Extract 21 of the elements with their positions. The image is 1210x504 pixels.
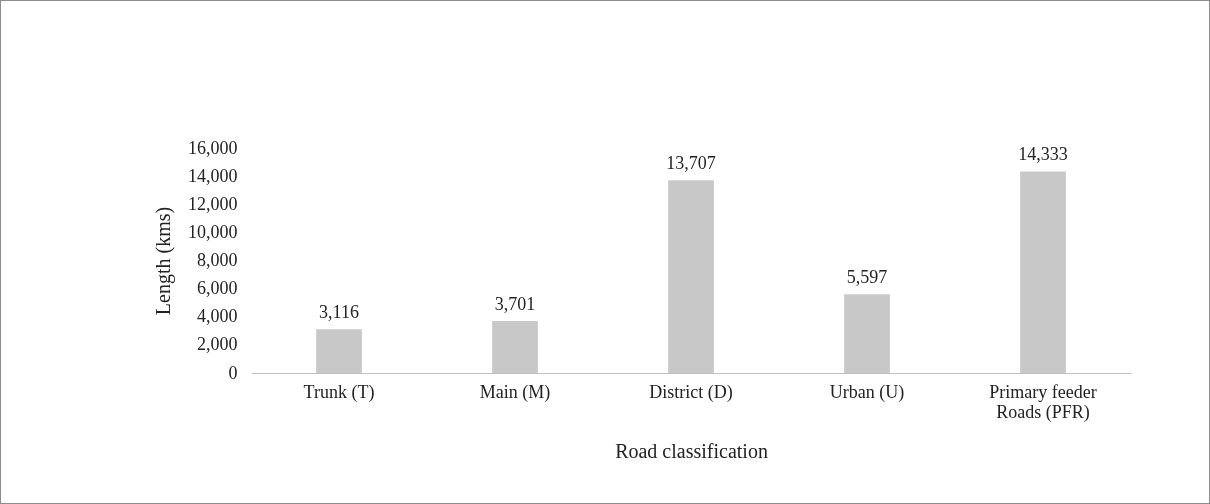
y-tick-label: 12,000 [188,193,238,214]
data-label: 3,701 [494,293,536,314]
data-label: 5,597 [846,267,888,288]
y-axis-title: Length (kms) [152,206,175,316]
x-tick-label: District (D) [649,381,733,403]
data-label: 3,116 [319,302,359,323]
y-tick-label: 2,000 [197,334,238,355]
x-tick-label: Primary feeder Roads (PFR) [989,381,1097,423]
data-label: 14,333 [1018,144,1068,165]
y-tick-label: 8,000 [197,250,238,270]
y-tick-label: 10,000 [188,221,238,242]
x-tick-label: Main (M) [479,381,551,403]
y-tick-label: 4,000 [197,306,238,327]
x-tick-label: Trunk (T) [303,381,375,403]
x-axis-title: Road classification [615,439,768,462]
x-tick-label: Urban (U) [829,381,905,403]
y-tick-label: 0 [228,362,238,383]
y-tick-label: 6,000 [197,278,238,299]
y-tick-label: 14,000 [188,165,238,186]
data-label: 13,707 [666,153,716,174]
y-tick-label: 16,000 [188,137,238,158]
